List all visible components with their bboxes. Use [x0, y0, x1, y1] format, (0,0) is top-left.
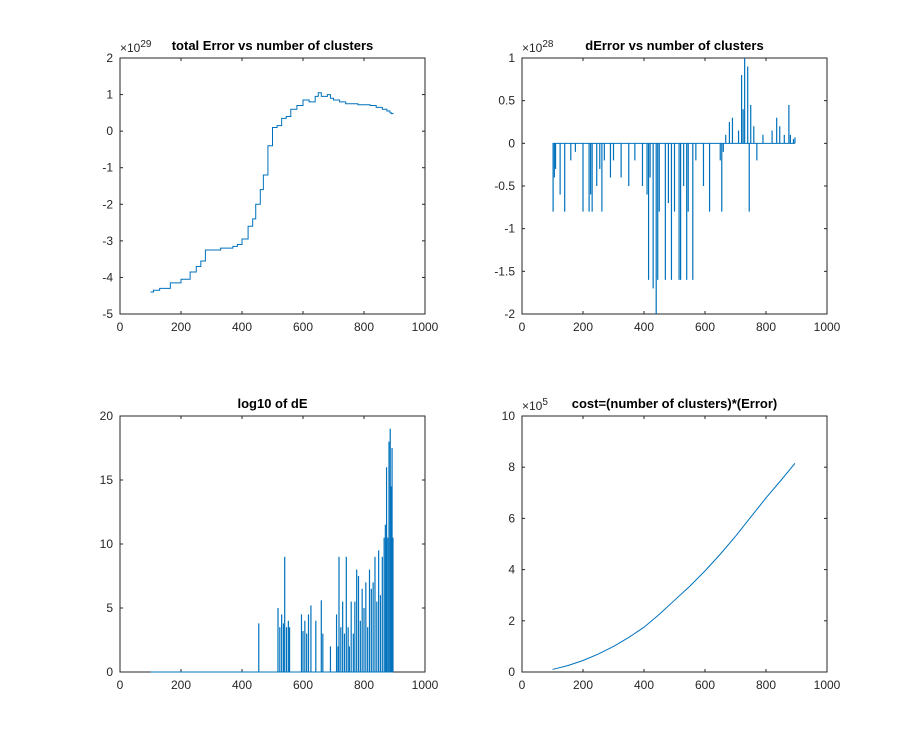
y-exponent-label: ×1028 — [522, 39, 554, 55]
axes-box — [119, 415, 426, 673]
x-tick-label: 0 — [117, 320, 124, 334]
x-tick-label: 400 — [634, 320, 654, 334]
y-tick-label: -1 — [504, 222, 515, 236]
y-tick-label: -5 — [102, 307, 113, 321]
series-line — [150, 92, 394, 293]
x-tick-label: 400 — [634, 678, 654, 692]
y-tick-label: 6 — [508, 511, 515, 525]
y-tick-label: 10 — [100, 537, 114, 551]
y-tick-label: 0 — [106, 665, 113, 679]
y-tick-label: 0 — [508, 665, 515, 679]
y-tick-label: 15 — [100, 473, 114, 487]
x-tick-label: 800 — [354, 320, 374, 334]
x-tick-label: 600 — [293, 678, 313, 692]
y-exponent-label: ×105 — [522, 397, 548, 413]
x-tick-label: 1000 — [412, 678, 439, 692]
x-tick-label: 800 — [756, 678, 776, 692]
axes-box — [119, 57, 426, 315]
y-tick-label: 2 — [508, 614, 515, 628]
series-line — [552, 463, 796, 670]
y-tick-label: 8 — [508, 460, 515, 474]
axes-box — [521, 415, 828, 673]
subplot-2: 0 200 400 600 800 1000 -2 -1.5 -1 -0.5 0 0.5 1 ×1028 d… — [494, 38, 840, 334]
x-tick-label: 1000 — [814, 678, 841, 692]
subplot-4: 0 200 400 600 800 1000 0 2 4 6 8 10 ×105 cost=(number… — [502, 396, 841, 692]
subplot-3: 0 200 400 600 800 1000 0 5 10 15 20 log10 of dE — [100, 396, 439, 692]
chart-title: dError vs number of clusters — [585, 38, 763, 53]
x-tick-label: 1000 — [412, 320, 439, 334]
y-tick-label: -0.5 — [494, 179, 515, 193]
chart-title: log10 of dE — [237, 396, 307, 411]
x-tick-label: 0 — [519, 678, 526, 692]
x-tick-label: 400 — [232, 678, 252, 692]
x-tick-label: 400 — [232, 320, 252, 334]
x-tick-label: 800 — [756, 320, 776, 334]
y-tick-label: -4 — [102, 270, 113, 284]
y-exponent-label: ×1029 — [120, 39, 152, 55]
y-tick-label: 0.5 — [498, 94, 515, 108]
y-tick-label: -1.5 — [494, 264, 515, 278]
y-tick-label: 4 — [508, 563, 515, 577]
y-tick-label: 5 — [106, 601, 113, 615]
y-tick-label: 1 — [508, 51, 515, 65]
y-tick-label: 10 — [502, 409, 516, 423]
y-tick-label: 20 — [100, 409, 114, 423]
y-tick-label: -2 — [504, 307, 515, 321]
y-tick-label: 2 — [106, 51, 113, 65]
y-tick-label: -3 — [102, 234, 113, 248]
chart-title: cost=(number of clusters)*(Error) — [572, 396, 778, 411]
x-tick-label: 600 — [293, 320, 313, 334]
x-tick-label: 1000 — [814, 320, 841, 334]
subplot-1: 0 200 400 600 800 1000 -5 -4 -3 -2 -1 0 1 2 ×1029 total… — [102, 38, 438, 334]
y-tick-label: -1 — [102, 161, 113, 175]
x-tick-label: 600 — [695, 678, 715, 692]
x-tick-label: 600 — [695, 320, 715, 334]
y-tick-label: -2 — [102, 197, 113, 211]
y-tick-label: 0 — [508, 136, 515, 150]
x-tick-label: 0 — [519, 320, 526, 334]
x-tick-label: 200 — [171, 320, 191, 334]
y-tick-label: 0 — [106, 124, 113, 138]
x-tick-label: 800 — [354, 678, 374, 692]
x-tick-label: 200 — [573, 678, 593, 692]
y-tick-label: 1 — [106, 88, 113, 102]
x-tick-label: 200 — [573, 320, 593, 334]
x-tick-label: 0 — [117, 678, 124, 692]
chart-title: total Error vs number of clusters — [172, 38, 374, 53]
x-tick-label: 200 — [171, 678, 191, 692]
